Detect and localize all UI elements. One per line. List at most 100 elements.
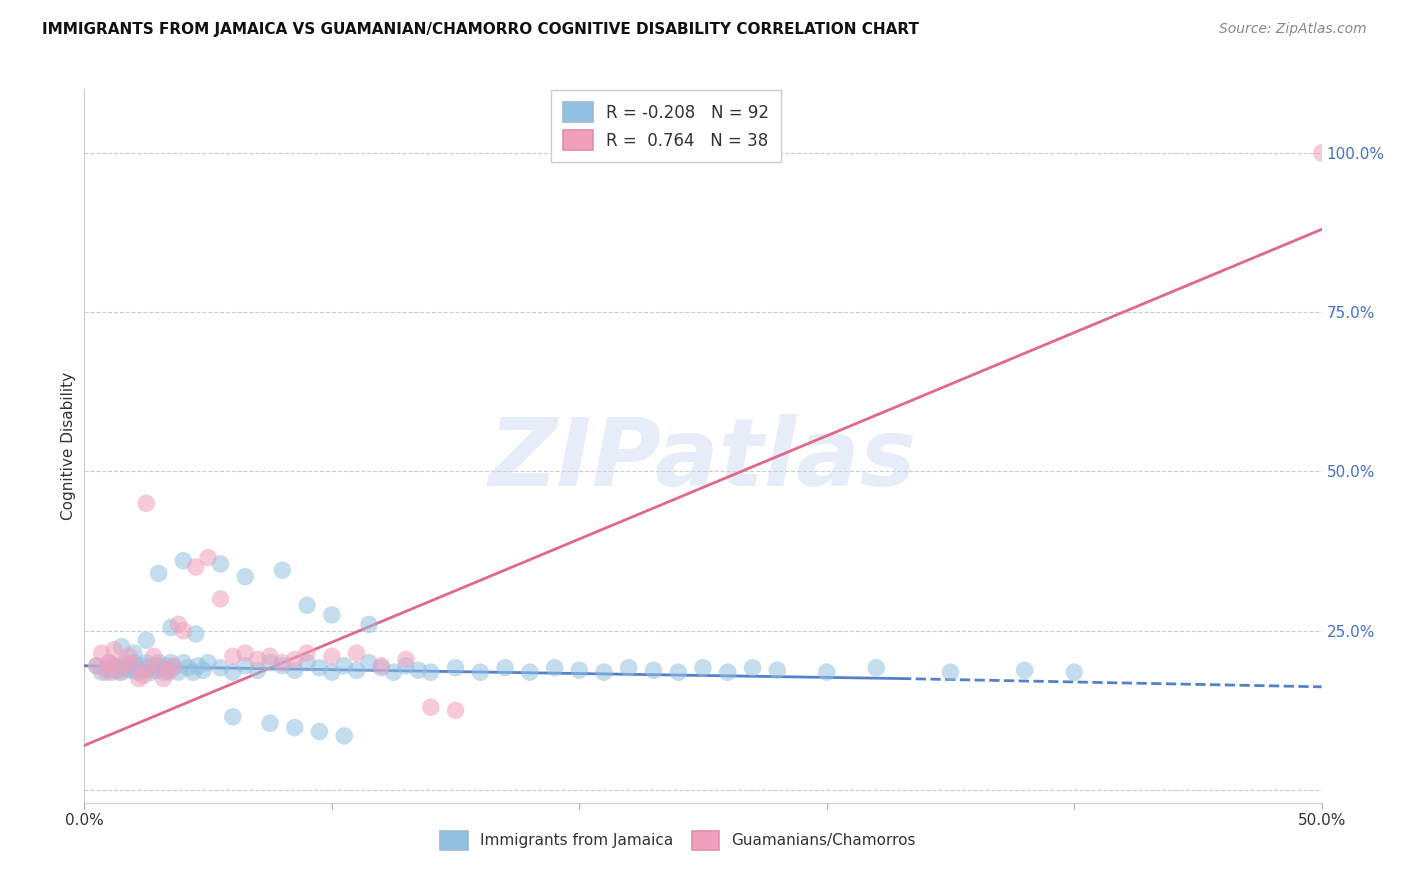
Point (246, 652, 269, 666)
Point (233, 569, 256, 583)
Point (167, 665, 190, 680)
Point (118, 649, 141, 664)
Point (643, 663, 665, 677)
Point (1014, 663, 1036, 677)
Point (142, 658, 165, 673)
Point (222, 665, 245, 680)
Point (666, 665, 689, 680)
Point (568, 663, 591, 677)
Point (271, 656, 294, 670)
Point (766, 663, 789, 677)
Point (419, 700, 441, 714)
Legend: Immigrants from Jamaica, Guamanians/Chamorros: Immigrants from Jamaica, Guamanians/Cham… (434, 825, 922, 855)
Y-axis label: Cognitive Disability: Cognitive Disability (60, 372, 76, 520)
Point (408, 663, 430, 677)
Point (395, 652, 418, 666)
Point (259, 716, 281, 731)
Point (120, 663, 142, 677)
Point (172, 554, 194, 568)
Point (191, 663, 214, 677)
Point (142, 649, 165, 664)
Point (815, 665, 838, 680)
Point (148, 658, 170, 673)
Point (96, 665, 118, 680)
Point (222, 710, 245, 724)
Point (246, 663, 269, 677)
Point (122, 646, 145, 660)
Point (370, 661, 392, 675)
Point (333, 729, 356, 743)
Point (100, 665, 122, 680)
Point (110, 640, 132, 654)
Point (100, 658, 122, 673)
Point (115, 662, 138, 676)
Point (103, 643, 125, 657)
Point (110, 665, 132, 680)
Point (321, 649, 343, 664)
Point (118, 658, 141, 673)
Point (222, 649, 245, 664)
Point (98, 656, 121, 670)
Point (308, 661, 330, 675)
Point (543, 661, 565, 675)
Point (96, 662, 118, 676)
Point (148, 656, 170, 670)
Point (519, 665, 541, 680)
Point (160, 621, 183, 635)
Point (125, 661, 148, 675)
Point (152, 665, 174, 680)
Point (1063, 665, 1085, 680)
Text: ZIPatlas: ZIPatlas (489, 414, 917, 507)
Point (357, 656, 380, 670)
Point (86, 658, 108, 673)
Point (346, 646, 368, 660)
Point (419, 665, 441, 680)
Point (187, 658, 209, 673)
Point (177, 661, 200, 675)
Point (112, 656, 135, 670)
Point (692, 661, 714, 675)
Point (128, 665, 150, 680)
Point (321, 607, 343, 622)
Point (370, 658, 392, 673)
Point (141, 665, 163, 680)
Point (132, 663, 155, 677)
Point (155, 658, 177, 673)
Point (259, 649, 281, 664)
Point (167, 617, 190, 632)
Text: Source: ZipAtlas.com: Source: ZipAtlas.com (1219, 22, 1367, 37)
Point (444, 703, 467, 717)
Point (90, 665, 112, 680)
Point (197, 550, 219, 565)
Point (157, 665, 180, 680)
Point (333, 658, 356, 673)
Point (295, 646, 318, 660)
Point (162, 661, 184, 675)
Point (152, 672, 174, 686)
Point (108, 661, 131, 675)
Point (122, 656, 145, 670)
Point (259, 656, 281, 670)
Point (145, 663, 167, 677)
Point (181, 665, 204, 680)
Point (284, 652, 307, 666)
Point (321, 665, 343, 680)
Point (138, 661, 160, 675)
Point (295, 599, 318, 613)
Point (128, 672, 150, 686)
Point (865, 661, 887, 675)
Point (284, 663, 307, 677)
Point (494, 661, 516, 675)
Point (346, 663, 368, 677)
Point (135, 496, 157, 510)
Point (162, 658, 184, 673)
Point (617, 661, 640, 675)
Point (160, 656, 183, 670)
Point (148, 566, 170, 581)
Point (135, 633, 157, 648)
Point (233, 646, 256, 660)
Point (86, 658, 108, 673)
Point (157, 663, 180, 677)
Point (233, 658, 256, 673)
Point (184, 627, 207, 641)
